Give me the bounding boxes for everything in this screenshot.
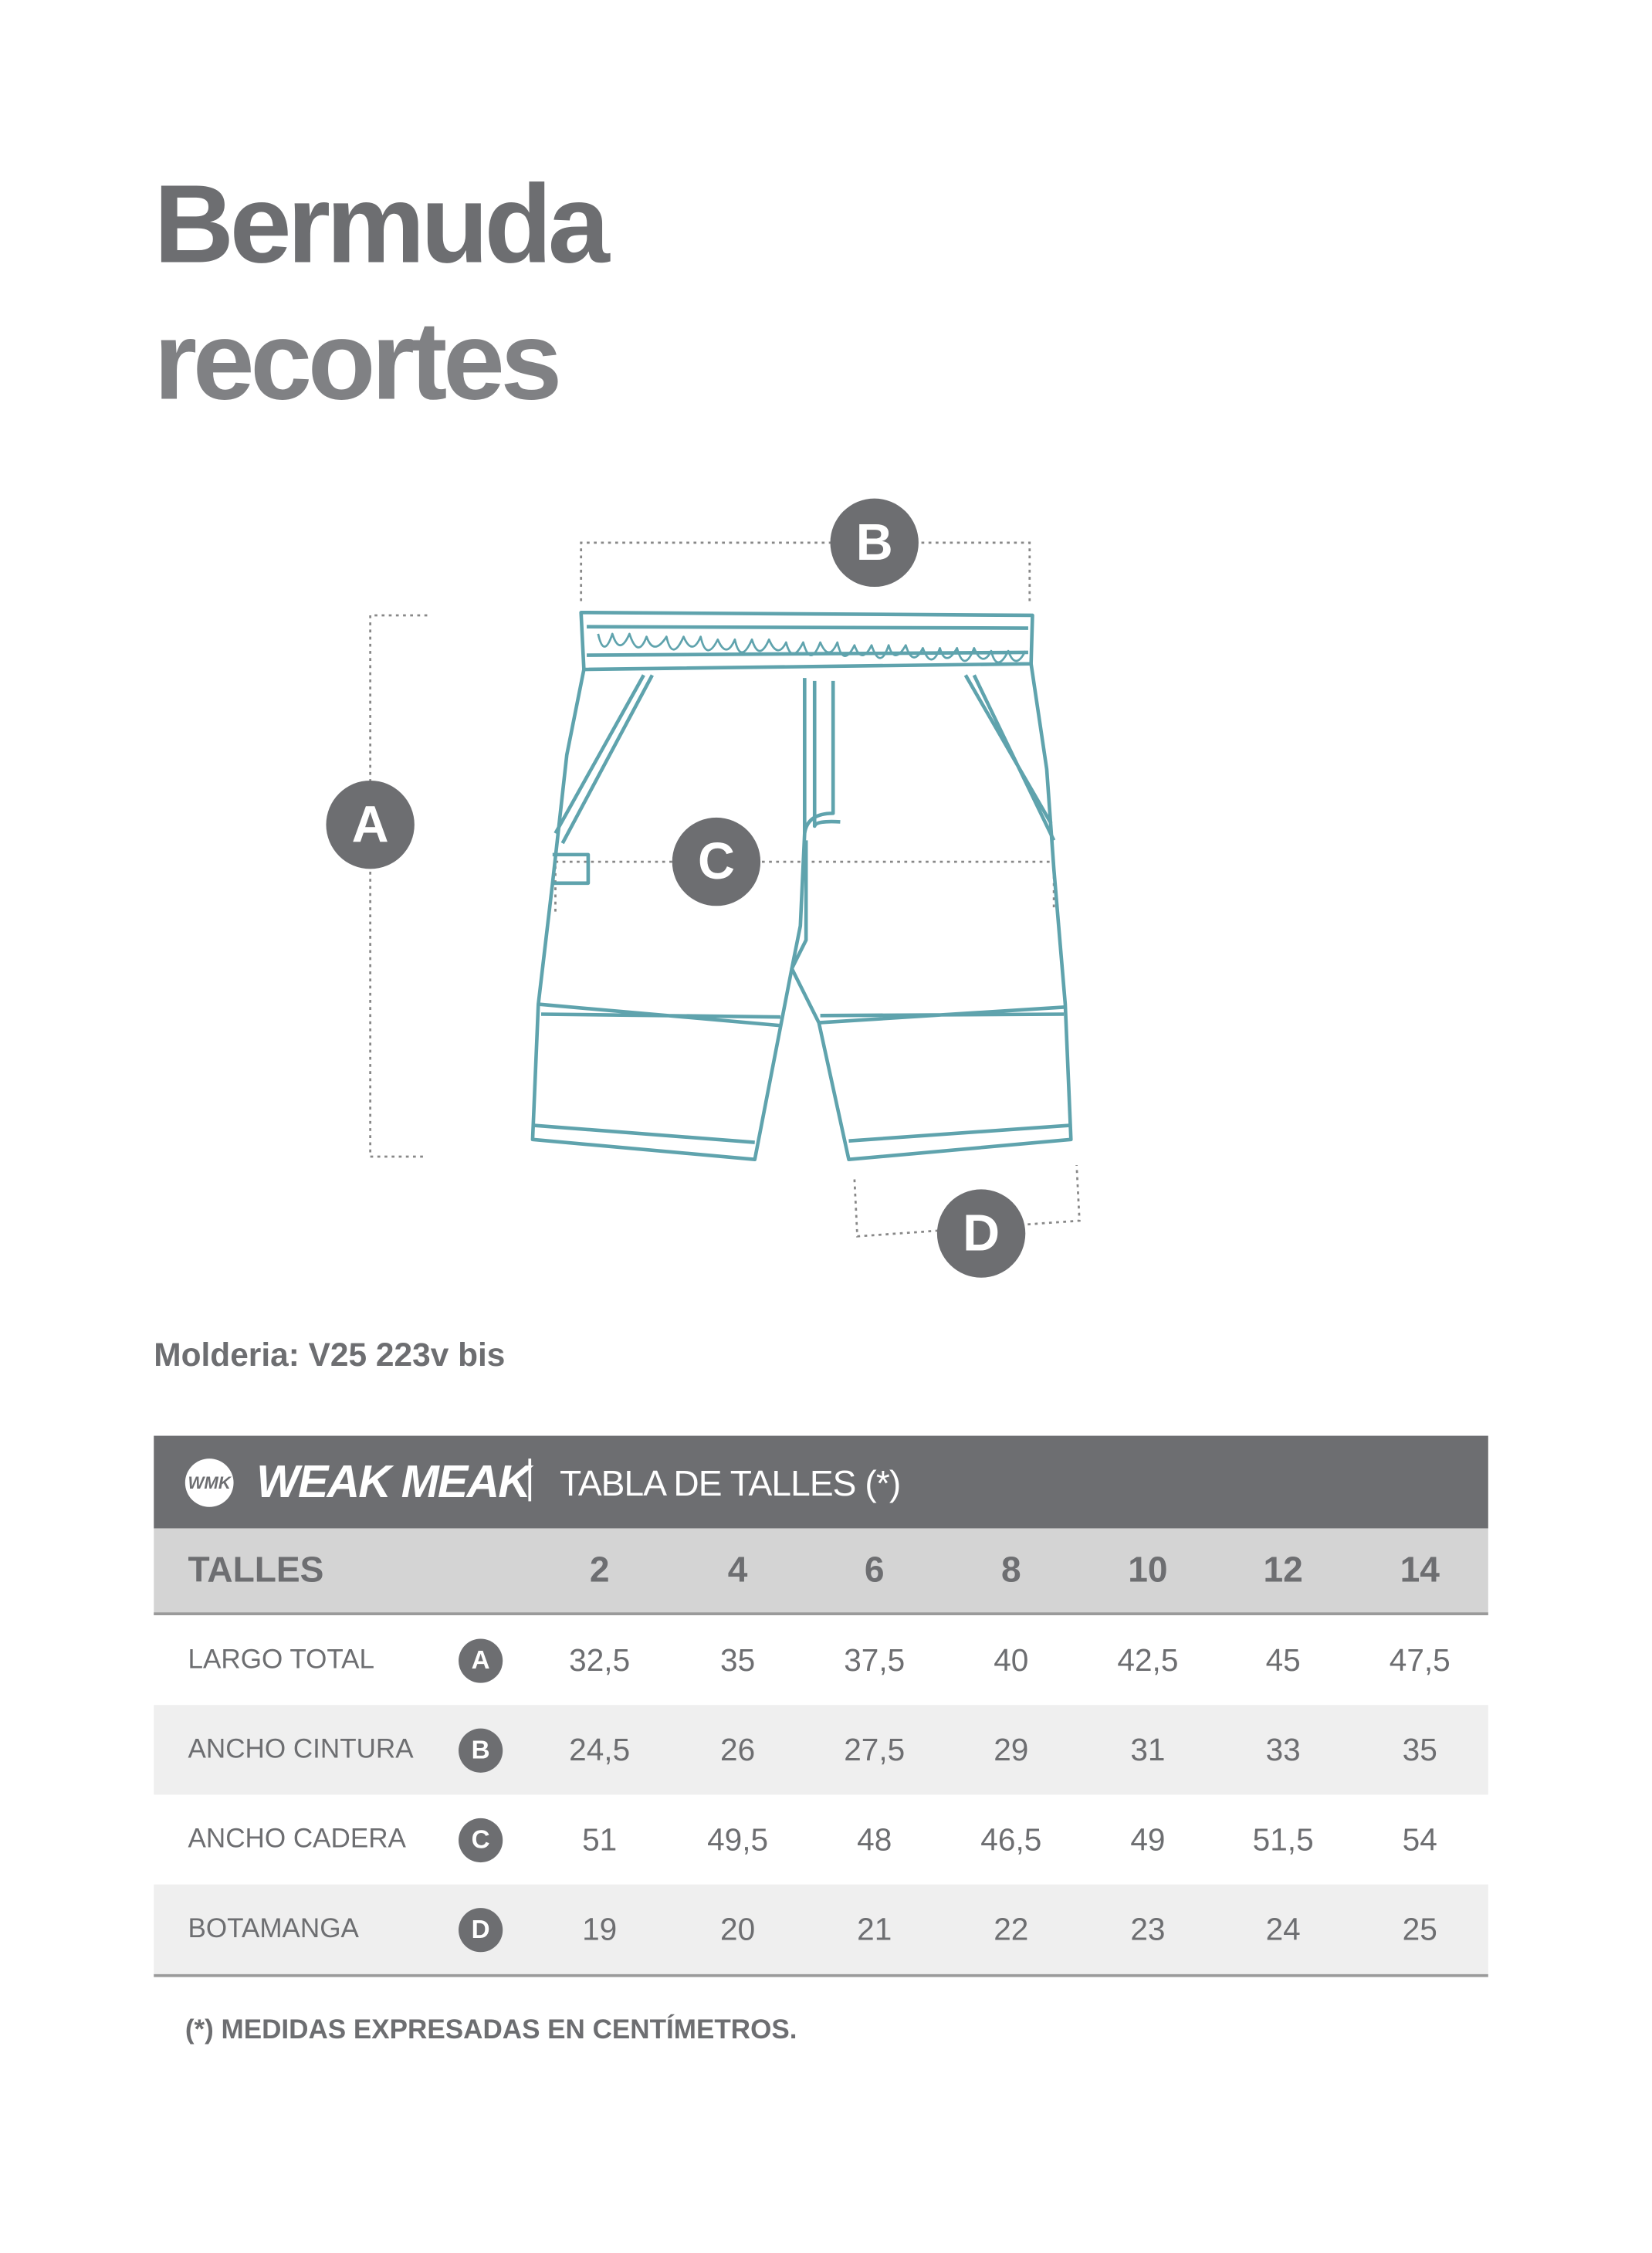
- brand-logo-mark: WMK: [184, 1459, 234, 1507]
- table-row: BOTAMANGA D 19 20 21 22 23 24 25: [154, 1884, 1488, 1977]
- table-cell: 45: [1265, 1641, 1301, 1678]
- table-cell: 26: [720, 1731, 756, 1767]
- shorts-diagram: [369, 541, 1081, 1238]
- table-cell: 48: [857, 1821, 892, 1857]
- table-cell: 35: [1402, 1731, 1437, 1767]
- size-header-cell: 6: [864, 1550, 885, 1590]
- row-label: BOTAMANGA: [188, 1913, 359, 1944]
- table-cell: 31: [1130, 1731, 1166, 1767]
- sizes-header-row: TALLES 2 4 6 8 10 12 14: [154, 1528, 1488, 1616]
- table-row: ANCHO CADERA C 51 49,5 48 46,5 49 51,5 54: [154, 1794, 1488, 1884]
- table-cell: 47,5: [1389, 1641, 1451, 1678]
- measure-badge-a: A: [326, 780, 415, 869]
- size-header-cell: 8: [1000, 1550, 1021, 1590]
- footnote: (*) MEDIDAS EXPRESADAS EN CENTÍMETROS.: [184, 2015, 797, 2046]
- table-cell: 25: [1402, 1910, 1437, 1946]
- table-cell: 54: [1402, 1821, 1437, 1857]
- table-cell: 24: [1265, 1910, 1301, 1946]
- table-cell: 35: [720, 1641, 756, 1678]
- row-label: ANCHO CINTURA: [188, 1734, 414, 1764]
- table-cell: 42,5: [1117, 1641, 1179, 1678]
- measure-badge-d: D: [936, 1189, 1026, 1278]
- guide-a: [369, 614, 428, 1158]
- size-header-cell: 12: [1263, 1550, 1303, 1590]
- table-cell: 46,5: [980, 1821, 1042, 1857]
- title-line-1: Bermuda: [154, 161, 610, 286]
- table-cell: 20: [720, 1910, 756, 1946]
- row-measure-badge: C: [459, 1817, 503, 1862]
- size-header-cell: 4: [727, 1550, 748, 1590]
- size-header-cell: 10: [1128, 1550, 1168, 1590]
- table-cell: 22: [994, 1910, 1029, 1946]
- row-label: LARGO TOTAL: [188, 1644, 375, 1675]
- table-title: TABLA DE TALLES (*): [560, 1464, 901, 1505]
- table-cell: 32,5: [569, 1641, 631, 1678]
- guide-d: [853, 1164, 1081, 1238]
- table-cell: 19: [582, 1910, 618, 1946]
- table-cell: 29: [994, 1731, 1029, 1767]
- table-cell: 40: [994, 1641, 1029, 1678]
- row-measure-badge: A: [459, 1638, 503, 1682]
- table-cell: 33: [1265, 1731, 1301, 1767]
- table-cell: 49: [1130, 1821, 1166, 1857]
- table-cell: 21: [857, 1910, 892, 1946]
- size-header-cell: 14: [1400, 1550, 1440, 1590]
- table-cell: 23: [1130, 1910, 1166, 1946]
- row-measure-badge: B: [459, 1727, 503, 1772]
- measure-badge-b: B: [830, 498, 919, 588]
- size-header-cell: 2: [589, 1550, 610, 1590]
- table-cell: 37,5: [844, 1641, 906, 1678]
- table-cell: 51,5: [1252, 1821, 1314, 1857]
- row-label: ANCHO CADERA: [188, 1824, 406, 1855]
- table-cell: 49,5: [707, 1821, 769, 1857]
- table-cell: 51: [582, 1821, 618, 1857]
- guide-b: [580, 541, 1031, 601]
- header-divider: [528, 1459, 532, 1502]
- table-row: LARGO TOTAL A 32,5 35 37,5 40 42,5 45 47,5: [154, 1615, 1488, 1705]
- molderia-label: Molderia: V25 223v bis: [154, 1336, 506, 1374]
- brand-logo-text: WEAK MEAK: [256, 1455, 531, 1507]
- table-cell: 24,5: [569, 1731, 631, 1767]
- title-line-2: recortes: [154, 297, 562, 423]
- shorts-outline: [530, 610, 1073, 1161]
- table-cell: 27,5: [844, 1731, 906, 1767]
- measure-badge-c: C: [672, 817, 761, 906]
- table-header-bar: WMK WEAK MEAK TABLA DE TALLES (*): [154, 1435, 1488, 1529]
- sizes-header-label: TALLES: [188, 1550, 324, 1590]
- row-measure-badge: D: [459, 1907, 503, 1952]
- size-table: WMK WEAK MEAK TABLA DE TALLES (*) TALLES…: [154, 1435, 1488, 1977]
- table-row: ANCHO CINTURA B 24,5 26 27,5 29 31 33 35: [154, 1705, 1488, 1795]
